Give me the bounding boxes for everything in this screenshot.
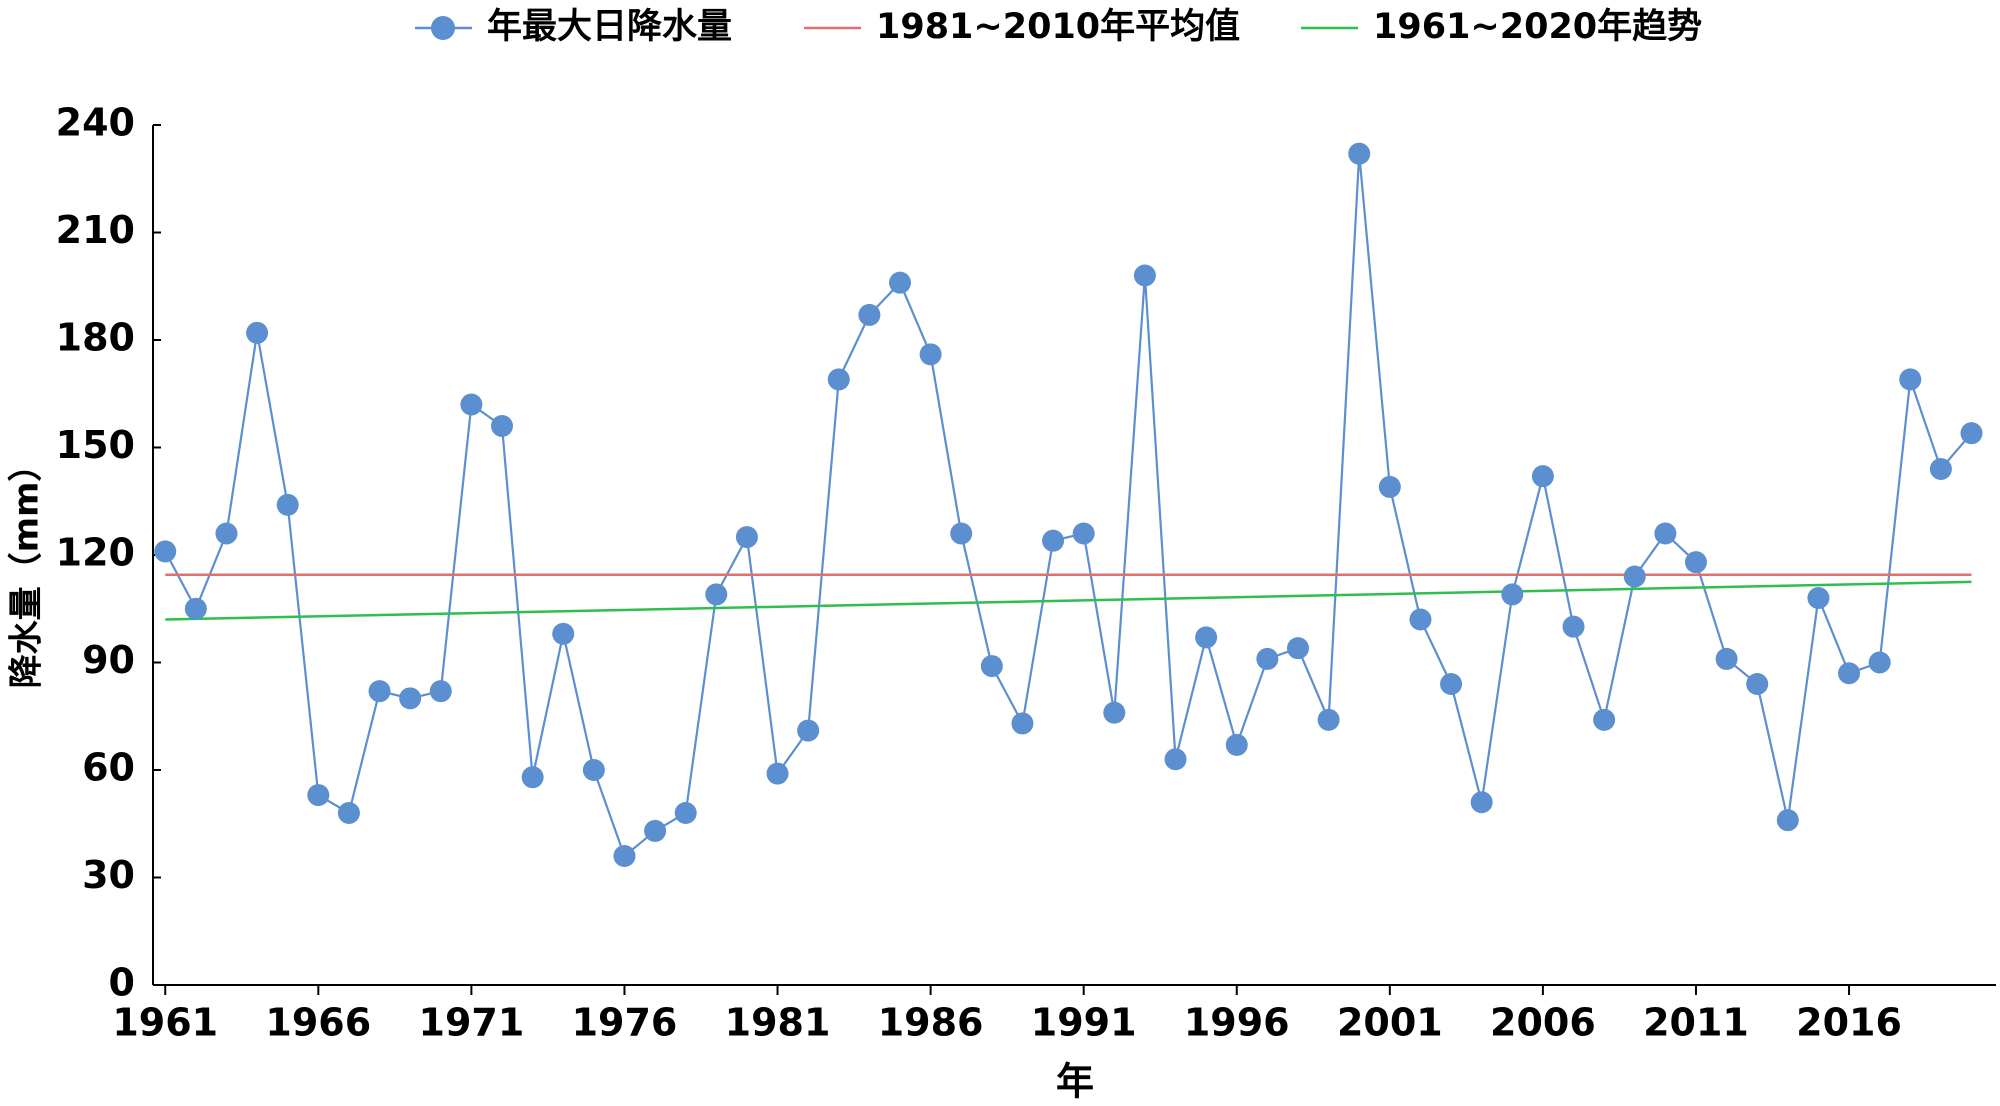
data-point bbox=[1562, 615, 1585, 638]
data-point bbox=[1929, 458, 1952, 480]
data-point bbox=[1378, 475, 1401, 498]
y-tick-label: 0 bbox=[109, 961, 135, 1005]
data-point bbox=[1256, 647, 1279, 670]
data-point bbox=[1531, 465, 1554, 488]
data-point bbox=[735, 526, 758, 549]
data-point bbox=[460, 393, 483, 416]
data-point bbox=[1501, 583, 1524, 606]
data-point bbox=[1715, 647, 1738, 670]
data-point bbox=[858, 303, 881, 326]
y-tick-label: 180 bbox=[56, 316, 135, 360]
x-tick-label: 1996 bbox=[1184, 1001, 1290, 1045]
x-tick-label: 1961 bbox=[112, 1001, 218, 1045]
data-point bbox=[888, 271, 911, 294]
data-point bbox=[307, 784, 330, 807]
data-point bbox=[246, 321, 269, 344]
legend-label: 年最大日降水量 bbox=[487, 7, 732, 47]
legend-marker bbox=[431, 16, 455, 40]
data-point bbox=[154, 540, 177, 563]
data-point bbox=[1317, 708, 1340, 731]
x-tick-label: 1976 bbox=[572, 1001, 678, 1045]
data-point bbox=[1440, 673, 1463, 695]
data-point bbox=[1103, 701, 1126, 724]
data-point bbox=[1164, 748, 1187, 771]
data-point bbox=[1623, 565, 1646, 588]
x-tick-label: 2001 bbox=[1337, 1001, 1443, 1045]
data-point bbox=[1470, 791, 1493, 814]
y-axis-label: 降水量（mm） bbox=[7, 448, 47, 689]
data-point bbox=[399, 687, 422, 710]
data-point bbox=[1746, 673, 1769, 695]
data-point bbox=[797, 719, 820, 742]
data-point bbox=[827, 368, 850, 391]
x-tick-label: 2011 bbox=[1643, 1001, 1749, 1045]
data-point bbox=[1684, 551, 1707, 574]
x-tick-label: 1966 bbox=[265, 1001, 371, 1045]
data-point bbox=[1593, 708, 1616, 731]
y-tick-label: 150 bbox=[56, 423, 135, 467]
y-tick-label: 90 bbox=[82, 638, 135, 682]
x-tick-label: 2006 bbox=[1490, 1001, 1596, 1045]
data-point bbox=[1868, 651, 1891, 674]
data-point bbox=[521, 766, 544, 789]
x-tick-label: 1981 bbox=[725, 1001, 831, 1045]
data-point bbox=[337, 802, 360, 824]
data-point bbox=[1195, 626, 1218, 649]
x-tick-label: 1986 bbox=[878, 1001, 984, 1045]
y-tick-label: 240 bbox=[56, 101, 135, 145]
data-point bbox=[705, 583, 728, 606]
data-point bbox=[919, 343, 942, 366]
data-point bbox=[1960, 422, 1983, 445]
data-point bbox=[1072, 522, 1095, 545]
data-point bbox=[950, 522, 973, 545]
data-point bbox=[215, 522, 238, 545]
data-point bbox=[429, 680, 452, 703]
legend-label: 1961~2020年趋势 bbox=[1373, 7, 1702, 47]
data-point bbox=[491, 415, 514, 437]
data-point bbox=[1348, 142, 1371, 165]
data-line bbox=[164, 153, 1973, 858]
data-point bbox=[766, 762, 789, 785]
x-axis-label: 年 bbox=[1056, 1060, 1094, 1104]
y-tick-label: 30 bbox=[82, 853, 135, 897]
data-point bbox=[276, 493, 299, 516]
data-point bbox=[1838, 662, 1861, 685]
data-point bbox=[1011, 712, 1034, 735]
y-tick-label: 120 bbox=[56, 531, 135, 575]
legend-label: 1981~2010年平均值 bbox=[876, 7, 1240, 47]
x-tick-label: 1991 bbox=[1031, 1001, 1137, 1045]
data-point bbox=[1133, 264, 1156, 287]
data-point bbox=[1899, 368, 1922, 391]
data-point bbox=[980, 655, 1003, 678]
x-tick-label: 1971 bbox=[419, 1001, 525, 1045]
y-tick-label: 210 bbox=[56, 208, 135, 252]
data-point bbox=[644, 819, 667, 842]
data-point bbox=[582, 759, 605, 781]
data-point bbox=[613, 845, 636, 867]
trend-line bbox=[165, 580, 1972, 621]
data-point bbox=[368, 680, 391, 703]
x-tick-label: 2016 bbox=[1796, 1001, 1902, 1045]
data-point bbox=[1654, 522, 1677, 545]
data-point bbox=[1807, 587, 1830, 609]
data-point bbox=[184, 597, 207, 620]
data-point bbox=[1286, 637, 1309, 660]
data-point bbox=[674, 802, 697, 824]
data-point bbox=[552, 622, 575, 645]
y-tick-label: 60 bbox=[82, 746, 135, 790]
data-point bbox=[1225, 733, 1248, 756]
data-point bbox=[1776, 809, 1799, 832]
data-point bbox=[1409, 608, 1432, 631]
data-point bbox=[1042, 529, 1065, 552]
